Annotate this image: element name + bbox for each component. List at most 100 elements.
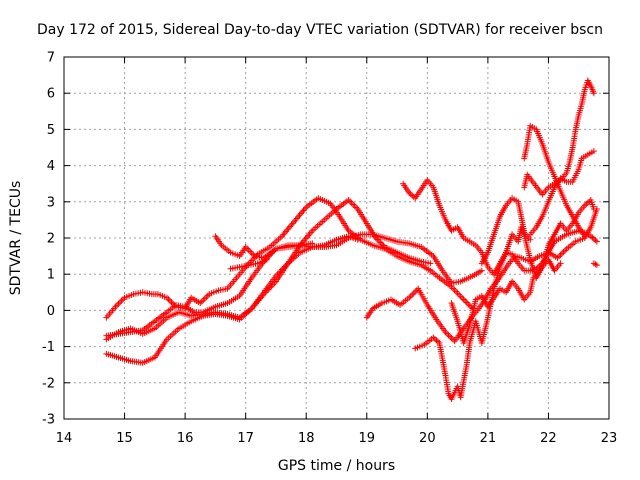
data-point xyxy=(407,191,414,198)
data-point xyxy=(412,288,419,295)
series-track-12 xyxy=(521,122,588,240)
y-tick-label: -2 xyxy=(42,376,55,391)
data-point xyxy=(448,335,455,342)
data-point xyxy=(431,335,438,342)
data-point xyxy=(590,235,597,242)
x-tick-label: 23 xyxy=(601,431,618,446)
data-point xyxy=(115,300,122,307)
y-tick-label: 6 xyxy=(47,87,55,102)
data-point xyxy=(454,290,461,297)
y-tick-label: 7 xyxy=(47,51,55,66)
data-point xyxy=(347,198,354,205)
data-layer xyxy=(103,77,600,403)
data-point xyxy=(460,296,467,303)
data-point xyxy=(459,294,466,301)
data-point xyxy=(447,333,454,340)
series-track-15 xyxy=(590,260,600,269)
series-track-4 xyxy=(103,233,361,366)
x-tick-label: 20 xyxy=(419,431,436,446)
y-tick-label: 3 xyxy=(47,195,55,210)
y-tick-label: 1 xyxy=(47,268,55,283)
y-tick-label: 4 xyxy=(47,159,55,174)
data-point xyxy=(527,236,534,243)
data-point xyxy=(203,294,210,301)
data-point xyxy=(201,295,208,302)
series-track-14 xyxy=(521,77,597,198)
series-track-9 xyxy=(412,196,597,403)
data-point xyxy=(462,298,469,305)
data-point xyxy=(590,206,597,213)
x-tick-label: 21 xyxy=(480,431,497,446)
x-tick-label: 18 xyxy=(298,431,315,446)
data-point xyxy=(309,240,316,247)
series-track-6 xyxy=(227,256,270,272)
data-point xyxy=(248,250,255,257)
y-tick-label: -1 xyxy=(42,340,55,355)
x-tick-label: 16 xyxy=(177,431,194,446)
data-point xyxy=(556,253,563,260)
data-point xyxy=(247,248,254,255)
x-tick-label: 14 xyxy=(56,431,73,446)
data-point xyxy=(433,337,440,344)
x-tick-label: 15 xyxy=(116,431,133,446)
data-point xyxy=(590,148,597,155)
data-point xyxy=(593,238,600,245)
x-tick-label: 19 xyxy=(359,431,376,446)
y-axis-label: SDTVAR / TECUs xyxy=(8,181,24,296)
data-point xyxy=(427,260,434,267)
data-point xyxy=(353,204,360,211)
data-point xyxy=(409,192,416,199)
data-point xyxy=(445,332,452,339)
data-point xyxy=(465,301,472,308)
data-point xyxy=(407,293,414,300)
data-point xyxy=(463,299,470,306)
data-point xyxy=(198,298,205,305)
data-point xyxy=(478,267,485,274)
data-point xyxy=(168,299,175,306)
data-point xyxy=(592,237,599,244)
data-point xyxy=(248,257,255,264)
grid xyxy=(64,57,609,419)
data-point xyxy=(263,256,270,263)
data-point xyxy=(453,288,460,295)
data-point xyxy=(350,201,357,208)
data-point xyxy=(562,247,569,254)
x-tick-label: 17 xyxy=(237,431,254,446)
y-tick-label: 2 xyxy=(47,232,55,247)
data-point xyxy=(590,90,597,97)
series-track-11 xyxy=(478,195,534,267)
data-point xyxy=(351,203,358,210)
data-point xyxy=(113,302,120,309)
y-tick-label: 0 xyxy=(47,304,55,319)
data-point xyxy=(354,236,361,243)
series-track-10 xyxy=(448,256,564,346)
data-point xyxy=(450,285,457,292)
x-axis-label: GPS time / hours xyxy=(278,458,395,474)
data-point xyxy=(166,297,173,304)
data-point xyxy=(410,290,417,297)
data-point xyxy=(457,293,464,300)
data-point xyxy=(593,262,600,269)
x-tick-label: 22 xyxy=(540,431,557,446)
data-point xyxy=(245,247,252,254)
series-track-5 xyxy=(212,233,316,261)
data-point xyxy=(444,330,451,337)
data-point xyxy=(451,287,458,294)
data-point xyxy=(560,248,567,255)
data-point xyxy=(377,239,384,246)
data-point xyxy=(557,260,564,267)
data-point xyxy=(170,300,176,307)
data-point xyxy=(117,299,124,306)
data-point xyxy=(559,250,566,257)
chart-title: Day 172 of 2015, Sidereal Day-to-day VTE… xyxy=(37,22,603,38)
series-track-13 xyxy=(527,148,597,238)
data-point xyxy=(456,291,463,298)
data-point xyxy=(581,233,588,240)
y-tick-label: -3 xyxy=(42,413,55,428)
data-point xyxy=(592,261,599,268)
y-tick-label: 5 xyxy=(47,123,55,138)
data-point xyxy=(409,291,416,298)
